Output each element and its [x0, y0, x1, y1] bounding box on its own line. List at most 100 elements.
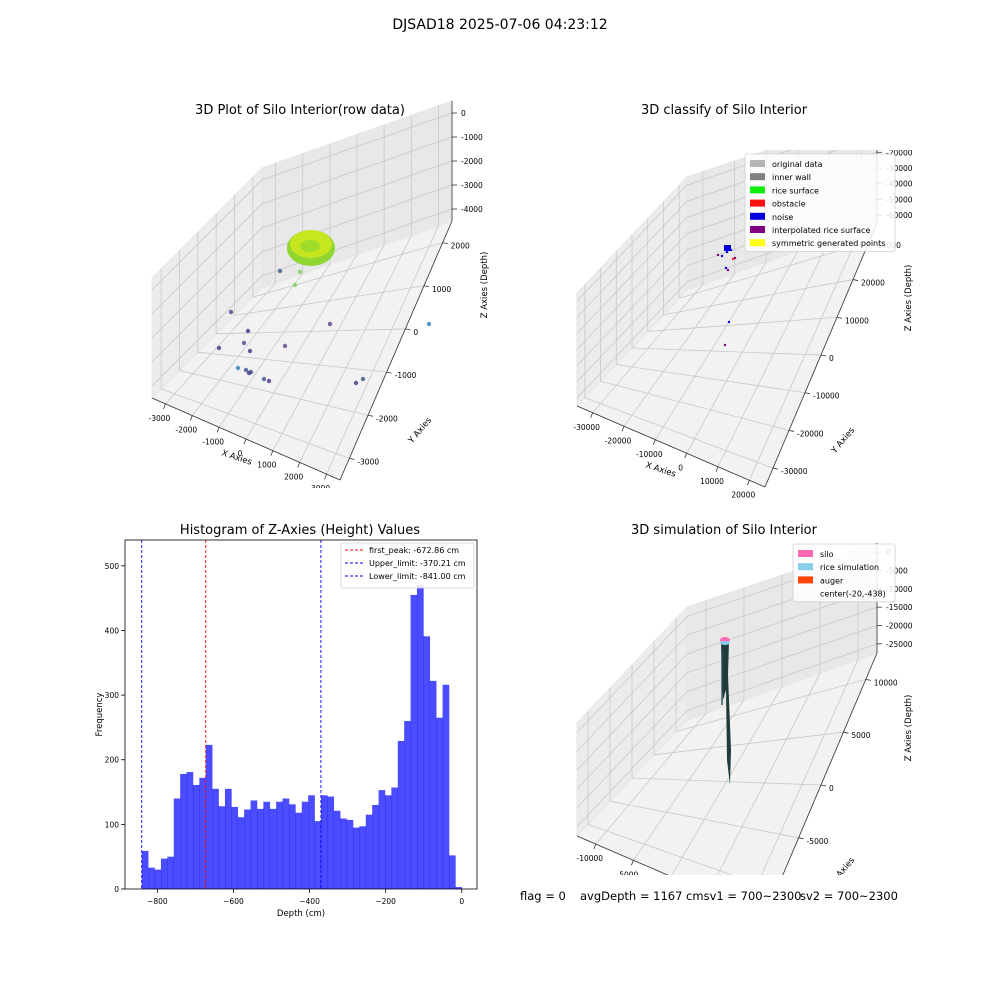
plot2-legend-label: noise: [772, 213, 793, 222]
plot1-xtick: [297, 462, 301, 468]
histogram-bar: [301, 801, 309, 889]
histogram-bar: [352, 827, 360, 889]
plot1-ytick: [367, 414, 374, 417]
plot4-ytick: [820, 784, 827, 787]
plot4-zgrid: [576, 606, 878, 790]
plot1-zgrid: [151, 136, 453, 315]
plot1-xtick: [324, 473, 327, 480]
histogram-ytick-label: 0: [114, 885, 119, 894]
histogram-ytick-label: 500: [105, 562, 120, 571]
plot1-y-axis-line: [339, 220, 453, 481]
plot1-xgrid: [272, 124, 385, 451]
plot2-3d-classify: -30000 -20000 -10000 0 10000 20000 -30000 -2000…: [573, 150, 914, 499]
histogram-ytick-label: 300: [105, 691, 120, 700]
plot2-xtick: [621, 426, 625, 432]
histogram-xtick-label: −800: [147, 897, 168, 906]
histogram-ytick-label: 200: [105, 756, 120, 765]
plot4-xtick: [631, 860, 634, 866]
plot2-ytick: [772, 467, 779, 470]
histogram-bar: [333, 810, 341, 889]
plot2-point: [733, 256, 737, 260]
plot1-point: [297, 269, 303, 275]
histogram-bar: [256, 808, 264, 889]
plot4-ztick-label: -10000: [886, 585, 913, 594]
plot4-zgrid: [576, 625, 878, 809]
histogram-xtick-label: 0: [459, 897, 464, 906]
plot1-ygrid: [252, 242, 443, 298]
histogram-chart: −800 −600 −400 −200 0 0 100 200 300 400 500 Depth (…: [95, 539, 478, 919]
sv2-text: sv2 = 700~2300: [800, 889, 898, 903]
plot2-ytick: [836, 316, 843, 319]
plot1-ygrid: [197, 351, 387, 373]
plot2-point: [720, 254, 724, 258]
plot2-xtick: [652, 439, 656, 445]
plot1-zgrid: [151, 184, 453, 363]
plot2-ygrid: [663, 279, 854, 316]
plot4-ylabel: Y Axies: [829, 855, 857, 875]
plot4-ygrid: [587, 824, 734, 875]
plot2-ytick-label: 10000: [845, 316, 869, 325]
plot1-xtick-label: 0: [238, 449, 243, 458]
plot1-ytick-label: -3000: [357, 457, 379, 466]
histogram-bar: [141, 850, 149, 889]
plot4-xgrid: [595, 600, 707, 845]
plot2-point: [724, 266, 728, 270]
histogram-bar: [276, 801, 283, 889]
plot2-zlabel: Z Axies (Depth): [904, 265, 914, 332]
plot1-ygrid: [161, 388, 350, 459]
plot2-legend-swatch: [750, 226, 765, 233]
plot1-ztick-label: -2000: [461, 157, 483, 166]
histogram-bar: [455, 887, 463, 889]
plot1-xgrid: [218, 144, 331, 428]
plot4-legend-swatch: [798, 576, 813, 584]
histogram-bar: [346, 819, 354, 889]
plot1-ytick-label: 1000: [432, 285, 451, 294]
plot1-point: [426, 321, 432, 327]
plot1-xgrid: [245, 134, 358, 440]
plot2-ztick-label: -30000: [886, 164, 913, 173]
histogram-bar: [148, 867, 155, 889]
histogram-frame: [124, 539, 478, 890]
plot1-ytick-label: 0: [413, 328, 418, 337]
plot1-ytick: [349, 458, 355, 460]
plot1-point: [282, 343, 288, 349]
plot2-ztick-label: -60000: [886, 211, 913, 220]
plot2-legend-label: obstacle: [772, 200, 806, 209]
histogram-bar: [429, 680, 437, 889]
histogram-bar: [167, 856, 175, 889]
histogram-xtick-label: −200: [375, 897, 396, 906]
plot2-xtick-label: -10000: [636, 450, 663, 459]
histogram-bar: [365, 814, 373, 889]
plot1-zgrid: [151, 160, 453, 339]
plot4-legend-label: center(-20,-438): [820, 590, 886, 599]
plot2-xgrid: [623, 161, 735, 427]
histogram-bar: [448, 855, 456, 889]
plot1-xtick: [163, 403, 166, 410]
plot1-point: [277, 268, 283, 274]
histogram-bar: [244, 809, 251, 889]
plot4-legend-label: rice simulation: [820, 563, 879, 572]
histogram-title: Histogram of Z-Axies (Height) Values: [179, 523, 421, 538]
plot4-ygrid: [631, 777, 822, 786]
plot2-xtick: [684, 453, 688, 459]
plot2-ytick: [788, 430, 795, 432]
histogram-bar: [186, 772, 194, 889]
plot1-point: [241, 340, 247, 346]
histogram-bar: [192, 784, 200, 889]
plot2-legend-swatch: [750, 160, 765, 167]
histogram-bar: [384, 795, 392, 889]
histogram-bar: [391, 787, 399, 889]
histogram-ytick-label: 400: [105, 626, 120, 635]
plot1-xtick-label: -2000: [175, 426, 197, 435]
plot2-legend-label: rice surface: [772, 186, 819, 195]
histogram-bar: [199, 777, 207, 889]
plot2-ztick-label: -50000: [886, 195, 913, 204]
plot2-ytick-label: 0: [829, 354, 834, 363]
histogram-bar: [288, 804, 296, 889]
plot2-ygrid: [600, 380, 790, 431]
histogram-bar: [205, 744, 213, 889]
histogram-bar: [397, 740, 405, 889]
avg-depth-text: avgDepth = 1167 cmsv1 = 700~2300: [580, 889, 802, 903]
plot1-point: [360, 376, 366, 382]
